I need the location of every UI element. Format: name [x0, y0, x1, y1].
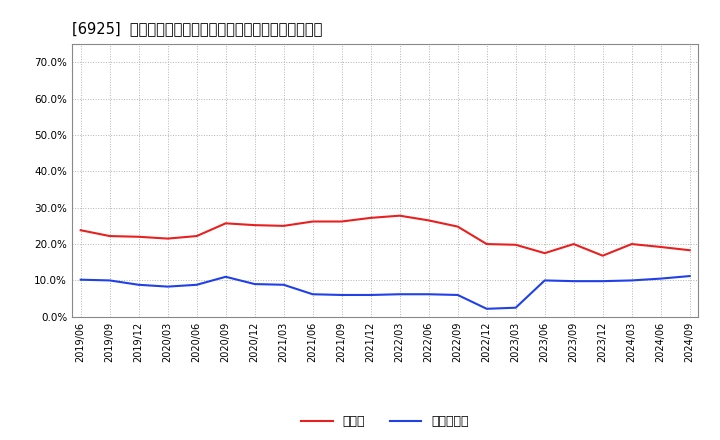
- 有利子負債: [279, 282, 288, 287]
- 有利子負債: [105, 278, 114, 283]
- 有利子負債: [192, 282, 201, 287]
- 有利子負債: [511, 305, 520, 310]
- 有利子負債: [482, 306, 491, 312]
- 現頃金: [76, 227, 85, 233]
- 有利子負債: [76, 277, 85, 282]
- 現頃金: [685, 248, 694, 253]
- 有利子負債: [135, 282, 143, 287]
- Legend: 現頃金, 有利子負債: 現頃金, 有利子負債: [297, 411, 474, 433]
- 現頃金: [570, 242, 578, 247]
- 現頃金: [308, 219, 317, 224]
- 有利子負債: [657, 276, 665, 281]
- Line: 有利子負債: 有利子負債: [81, 276, 690, 309]
- 現頃金: [163, 236, 172, 241]
- 有利子負債: [627, 278, 636, 283]
- 有利子負債: [163, 284, 172, 289]
- 現頃金: [657, 244, 665, 249]
- 有利子負債: [685, 273, 694, 279]
- 現頃金: [221, 221, 230, 226]
- 現頃金: [627, 242, 636, 247]
- 有利子負債: [221, 274, 230, 279]
- 現頃金: [251, 223, 259, 228]
- 現頃金: [338, 219, 346, 224]
- 現頃金: [395, 213, 404, 218]
- 現頃金: [105, 233, 114, 238]
- 有利子負債: [424, 292, 433, 297]
- 現頃金: [454, 224, 462, 229]
- 有利子負債: [338, 292, 346, 297]
- 現頃金: [192, 233, 201, 238]
- 有利子負債: [454, 292, 462, 297]
- Line: 現頃金: 現頃金: [81, 216, 690, 256]
- 現頃金: [424, 218, 433, 223]
- 有利子負債: [541, 278, 549, 283]
- Text: [6925]  現頃金、有利子負債の総資産に対する比率の推移: [6925] 現頃金、有利子負債の総資産に対する比率の推移: [72, 21, 323, 36]
- 有利子負債: [395, 292, 404, 297]
- 現頃金: [482, 242, 491, 247]
- 有利子負債: [570, 279, 578, 284]
- 現頃金: [279, 223, 288, 228]
- 現頃金: [541, 250, 549, 256]
- 有利子負債: [251, 282, 259, 287]
- 現頃金: [511, 242, 520, 247]
- 有利子負債: [598, 279, 607, 284]
- 現頃金: [135, 234, 143, 239]
- 現頃金: [598, 253, 607, 258]
- 有利子負債: [308, 292, 317, 297]
- 現頃金: [366, 215, 375, 220]
- 有利子負債: [366, 292, 375, 297]
